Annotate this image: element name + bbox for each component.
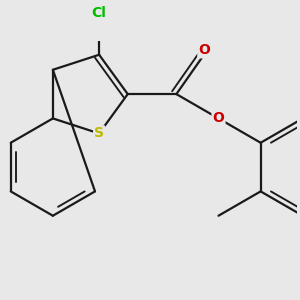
Text: O: O bbox=[213, 111, 224, 125]
Text: Cl: Cl bbox=[92, 6, 106, 20]
Text: S: S bbox=[94, 127, 104, 140]
Text: O: O bbox=[198, 44, 210, 57]
